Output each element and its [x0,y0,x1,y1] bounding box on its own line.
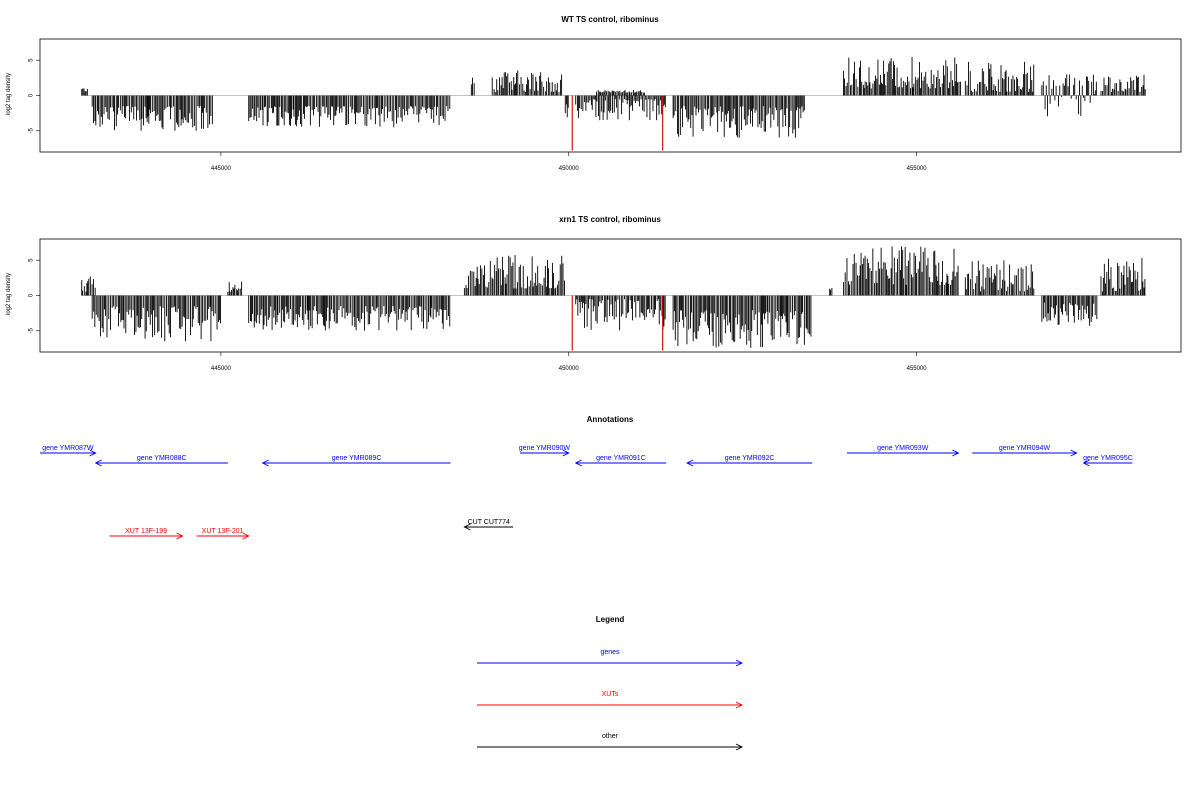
annotation-features: gene YMR087W gene YMR088C gene YMR089C gene… [40,445,1133,540]
feature-label: gene YMR095C [1083,455,1133,462]
legend-label: other [602,733,619,740]
y-tick-label: 5 [29,58,35,62]
coverage-bars [81,246,1147,351]
legend-title: Legend [596,615,625,624]
legend-items: genes XUTs other [477,649,744,751]
arrow-right-icon [952,449,960,457]
annotation-feature: gene YMR088C [94,455,228,467]
x-axis: 445000 450000 455000 [211,152,927,172]
x-tick-label: 450000 [559,166,580,172]
x-tick-label: 455000 [907,166,928,172]
arrow-left-icon [463,523,471,531]
arrow-left-icon [94,459,102,467]
x-tick-label: 450000 [559,366,580,372]
arrow-right-icon [735,701,744,709]
panel-title: xrn1 TS control, ribominus [559,215,661,224]
arrow-left-icon [261,459,269,467]
legend-label: XUTs [602,691,619,698]
annotation-feature: gene YMR095C [1082,455,1133,467]
arrow-right-icon [735,659,744,667]
y-tick-label: 0 [29,293,35,297]
annotation-feature: CUT CUT774 [463,519,514,531]
x-tick-label: 445000 [211,366,232,372]
y-tick-label: -5 [29,327,35,333]
arrow-right-icon [1070,449,1078,457]
arrow-left-icon [1082,459,1090,467]
feature-label: gene YMR093W [877,445,929,452]
feature-label: gene YMR089C [332,455,382,462]
annotation-feature: gene YMR090W [519,445,571,457]
y-axis-label: log2 tag density [6,73,12,115]
panel-title: WT TS control, ribominus [561,15,659,24]
feature-label: gene YMR090W [519,445,571,452]
arrow-right-icon [735,743,744,751]
xrn1-coverage-panel: xrn1 TS control, ribominus log2 tag dens… [6,215,1182,372]
feature-label: CUT CUT774 [468,519,510,526]
annotations-title: Annotations [587,415,634,424]
y-axis: -5 0 5 [29,258,40,333]
y-axis-label: log2 tag density [6,273,12,315]
legend: Legend genes XUTs other [477,615,744,751]
feature-label: gene YMR092C [725,455,775,462]
wt-coverage-panel: WT TS control, ribominus log2 tag densit… [6,15,1182,172]
x-tick-label: 445000 [211,166,232,172]
feature-label: gene YMR088C [137,455,187,462]
annotation-feature: gene YMR091C [574,455,667,467]
annotation-feature: XUT 13F-199 [109,528,184,540]
feature-label: gene YMR087W [42,445,94,452]
annotation-feature: XUT 13F-201 [196,528,250,540]
arrow-right-icon [242,532,250,540]
y-tick-label: 5 [29,258,35,262]
annotation-feature: gene YMR092C [686,455,813,467]
feature-label: XUT 13F-199 [125,528,167,535]
legend-item: other [477,733,744,751]
annotation-feature: gene YMR093W [847,445,960,457]
arrow-left-icon [574,459,582,467]
arrow-right-icon [176,532,184,540]
y-tick-label: 0 [29,93,35,97]
arrow-right-icon [89,449,97,457]
arrow-left-icon [686,459,694,467]
legend-item: genes [477,649,744,667]
annotation-feature: gene YMR089C [261,455,451,467]
annotation-feature: gene YMR087W [40,445,97,457]
legend-item: XUTs [477,691,744,709]
feature-label: XUT 13F-201 [202,528,244,535]
x-tick-label: 455000 [907,366,928,372]
feature-label: gene YMR091C [596,455,646,462]
y-axis: -5 0 5 [29,58,40,133]
x-axis: 445000 450000 455000 [211,352,927,372]
arrow-right-icon [562,449,570,457]
y-tick-label: -5 [29,127,35,133]
coverage-bars [81,56,1147,151]
annotation-feature: gene YMR094W [972,445,1078,457]
legend-label: genes [600,649,620,656]
feature-label: gene YMR094W [999,445,1051,452]
